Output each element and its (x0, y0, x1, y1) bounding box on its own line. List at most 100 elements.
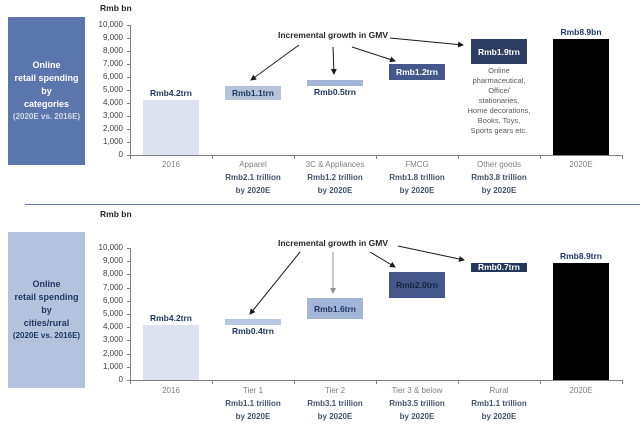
y-tick-label: 0 (118, 150, 123, 159)
x-footnote-year-3c-appliances: by 2020E (317, 186, 353, 195)
bar-rural (471, 262, 527, 272)
bar-value-label-apparel: Rmb1.1trn (231, 88, 275, 99)
y-axis-unit-label-bottom: Rmb bn (100, 209, 132, 219)
x-footnote-value-other-goods: Rmb3.8 trillion (471, 173, 527, 182)
x-category-label-2016: 2016 (162, 386, 180, 395)
x-category-label-2016: 2016 (162, 160, 180, 169)
y-axis-line (130, 25, 131, 156)
y-tick-mark (127, 103, 130, 104)
x-tick-mark (622, 380, 623, 384)
x-footnote-year-fmcg: by 2020E (399, 186, 435, 195)
x-category-label-tier-2: Tier 2 (324, 386, 346, 395)
y-tick-mark (127, 38, 130, 39)
x-category-label-2020e: 2020E (569, 160, 593, 169)
x-tick-mark (458, 380, 459, 384)
y-tick-label: 5,000 (102, 85, 123, 94)
y-tick-label: 1,000 (102, 137, 123, 146)
bar-value-label-2016: Rmb4.2trn (149, 312, 193, 323)
x-tick-mark (540, 380, 541, 384)
y-tick-label: 3,000 (102, 111, 123, 120)
y-tick-label: 9,000 (102, 33, 123, 42)
x-footnote-value-apparel: Rmb2.1 trillion (225, 173, 281, 182)
y-tick-mark (127, 25, 130, 26)
bar-3c-appliances (307, 79, 363, 87)
bar-tier-1 (225, 319, 281, 325)
gmv-arrow-rural (397, 245, 465, 262)
bar-tier-3-below (389, 271, 445, 299)
y-tick-label: 2,000 (102, 124, 123, 133)
x-tick-mark (294, 155, 295, 159)
y-tick-mark (127, 77, 130, 78)
x-footnote-year-apparel: by 2020E (235, 186, 271, 195)
bar-2020e (553, 262, 609, 380)
y-tick-label: 9,000 (102, 256, 123, 266)
x-category-label-fmcg: FMCG (405, 160, 429, 169)
y-tick-mark (127, 366, 130, 368)
panel-label-cities-rural: Online retail spending by cities/rural (… (8, 232, 85, 388)
y-tick-label: 0 (118, 375, 123, 384)
bar-value-label-other-goods: Rmb1.9trn (477, 46, 521, 57)
x-footnote-year-tier-3-below: by 2020E (399, 412, 435, 421)
gmv-arrow-tier1 (249, 251, 301, 315)
y-axis-line (130, 248, 131, 381)
y-tick-label: 7,000 (102, 59, 123, 68)
bar-tier-2 (307, 298, 363, 320)
panel-title-categories: Online retail spending by categories (14, 60, 79, 109)
y-tick-mark (127, 155, 130, 156)
x-footnote-year-other-goods: by 2020E (481, 186, 517, 195)
y-tick-label: 8,000 (102, 46, 123, 55)
x-footnote-year-tier-2: by 2020E (317, 412, 353, 421)
x-footnote-value-tier-1: Rmb1.1 trillion (225, 399, 281, 408)
x-category-label-3c-appliances: 3C & Appliances (305, 160, 365, 169)
y-tick-mark (127, 142, 130, 143)
bar-value-label-fmcg: Rmb1.2trn (395, 66, 439, 77)
gmv-arrow-apparel (250, 44, 300, 81)
y-tick-mark (127, 51, 130, 52)
x-footnote-year-rural: by 2020E (481, 412, 517, 421)
y-tick-label: 1,000 (102, 361, 123, 371)
y-tick-label: 4,000 (102, 98, 123, 107)
y-tick-mark (127, 274, 130, 276)
section-divider (25, 204, 640, 205)
gmv-annotation-bottom: Incremental growth in GMV (277, 238, 389, 248)
y-tick-label: 5,000 (102, 309, 123, 318)
x-category-label-tier-1: Tier 1 (242, 386, 264, 395)
bar-2016 (143, 100, 199, 155)
bar-other-goods (471, 39, 527, 64)
bar-value-label-tier-1: Rmb0.4trn (231, 325, 275, 336)
y-tick-label: 10,000 (98, 243, 123, 252)
y-tick-mark (127, 380, 130, 381)
gmv-arrow-fmcg (351, 46, 396, 63)
y-tick-mark (127, 116, 130, 117)
panel-subtitle-cities-rural: (2020E vs. 2016E) (12, 331, 81, 340)
y-tick-label: 4,000 (102, 322, 123, 332)
y-tick-mark (127, 64, 130, 65)
x-category-label-apparel: Apparel (239, 160, 267, 169)
x-category-label-other-goods: Other goods (476, 160, 522, 169)
x-tick-mark (622, 155, 623, 159)
bar-2016 (143, 324, 199, 380)
y-tick-label: 7,000 (102, 282, 123, 292)
y-tick-mark (127, 129, 130, 130)
x-tick-mark (458, 155, 459, 159)
bar-value-label-2020e: Rmb8.9trn (559, 250, 603, 261)
x-footnote-value-tier-3-below: Rmb3.5 trillion (389, 399, 445, 408)
y-tick-mark (127, 90, 130, 91)
x-footnote-value-fmcg: Rmb1.8 trillion (389, 173, 445, 182)
y-tick-mark (127, 248, 130, 249)
y-tick-label: 10,000 (98, 20, 123, 29)
panel-label-categories: Online retail spending by categories (20… (8, 17, 85, 165)
x-footnote-value-tier-2: Rmb3.1 trillion (307, 399, 363, 408)
x-footnote-value-3c-appliances: Rmb1.2 trillion (307, 173, 363, 182)
gmv-annotation-top: Incremental growth in GMV (277, 30, 389, 40)
y-tick-mark (127, 300, 130, 302)
x-tick-mark (540, 155, 541, 159)
x-tick-mark (130, 155, 131, 159)
y-tick-mark (127, 340, 130, 342)
y-axis-unit-label-top: Rmb bn (100, 3, 132, 13)
y-tick-mark (127, 353, 130, 355)
x-tick-mark (212, 380, 213, 384)
bar-apparel (225, 86, 281, 101)
bar-value-label-tier-3-below: Rmb2.0trn (395, 279, 439, 290)
